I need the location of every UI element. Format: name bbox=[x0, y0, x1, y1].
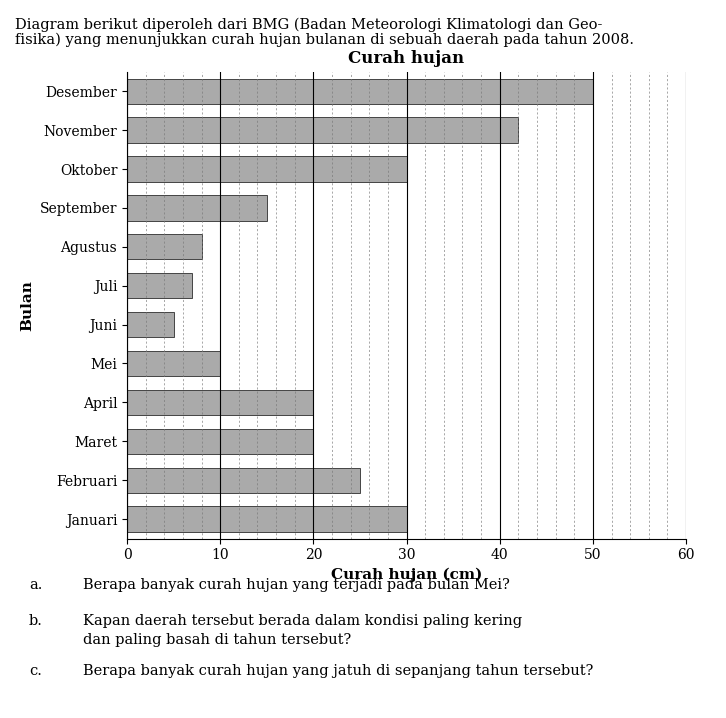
Text: a.: a. bbox=[29, 578, 42, 592]
Text: Berapa banyak curah hujan yang terjadi pada bulan Mei?: Berapa banyak curah hujan yang terjadi p… bbox=[83, 578, 510, 592]
Bar bbox=[127, 506, 407, 532]
Text: fisika) yang menunjukkan curah hujan bulanan di sebuah daerah pada tahun 2008.: fisika) yang menunjukkan curah hujan bul… bbox=[15, 32, 634, 47]
Title: Curah hujan: Curah hujan bbox=[348, 50, 465, 67]
Text: b.: b. bbox=[29, 614, 43, 628]
Text: Kapan daerah tersebut berada dalam kondisi paling kering: Kapan daerah tersebut berada dalam kondi… bbox=[83, 614, 523, 628]
Bar bbox=[127, 467, 360, 493]
Bar bbox=[127, 157, 407, 182]
Text: Diagram berikut diperoleh dari BMG (Badan Meteorologi Klimatologi dan Geo-: Diagram berikut diperoleh dari BMG (Bada… bbox=[15, 18, 602, 32]
Bar bbox=[127, 390, 314, 415]
Bar bbox=[127, 312, 174, 337]
X-axis label: Curah hujan (cm): Curah hujan (cm) bbox=[331, 568, 482, 582]
Bar bbox=[127, 118, 518, 143]
Bar bbox=[127, 351, 220, 376]
Bar bbox=[127, 195, 267, 220]
Y-axis label: Bulan: Bulan bbox=[20, 280, 34, 330]
Bar bbox=[127, 273, 192, 299]
Text: c.: c. bbox=[29, 664, 42, 678]
Bar bbox=[127, 78, 593, 104]
Text: Berapa banyak curah hujan yang jatuh di sepanjang tahun tersebut?: Berapa banyak curah hujan yang jatuh di … bbox=[83, 664, 594, 678]
Bar bbox=[127, 234, 202, 259]
Text: dan paling basah di tahun tersebut?: dan paling basah di tahun tersebut? bbox=[83, 633, 351, 647]
Bar bbox=[127, 429, 314, 454]
